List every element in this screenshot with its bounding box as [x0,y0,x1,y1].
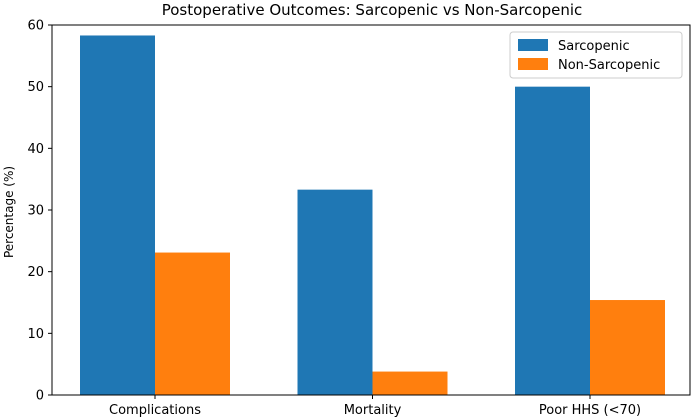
y-tick-label: 30 [27,204,44,219]
bar-non-sarcopenic-2 [372,371,448,395]
legend-box [509,31,683,79]
plot-frame [51,24,691,396]
bar-sarcopenic-3 [515,86,590,396]
y-axis-label: Percentage (%) [2,166,16,258]
y-tick-label: 60 [27,19,44,34]
y-tick-label: 20 [27,265,44,280]
legend-swatch-non-sarcopenic [518,58,548,70]
x-tick-label: Mortality [344,403,402,418]
bar-sarcopenic-1 [80,35,155,395]
y-tick-label: 40 [27,142,44,157]
bar-sarcopenic-2 [297,189,373,395]
legend: Sarcopenic Non-Sarcopenic [509,31,683,79]
bar-non-sarcopenic-3 [590,300,665,395]
bar-non-sarcopenic-1 [155,252,230,395]
x-tick-label: Poor HHS (<70) [539,403,641,418]
chart-title: Postoperative Outcomes: Sarcopenic vs No… [162,1,583,19]
y-tick-label: 0 [36,389,44,404]
y-tick-label: 10 [27,327,44,342]
legend-swatch-sarcopenic [518,39,548,51]
legend-label-sarcopenic: Sarcopenic [558,39,630,54]
legend-label-non-sarcopenic: Non-Sarcopenic [558,58,660,73]
x-tick-label: Complications [109,403,201,418]
y-tick-label: 50 [27,80,44,95]
